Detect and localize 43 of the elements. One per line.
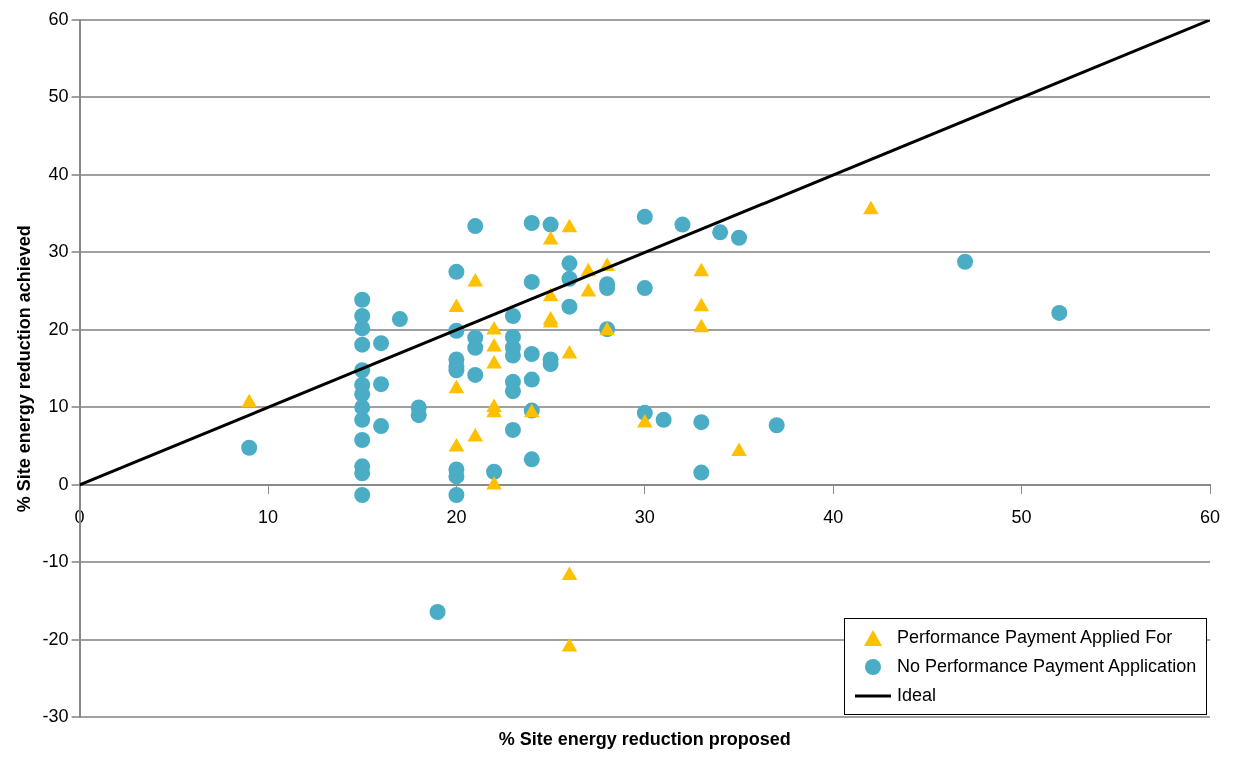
- y-tick-label: -10: [42, 551, 69, 572]
- y-axis-title: % Site energy reduction achieved: [13, 225, 34, 513]
- point: [693, 262, 710, 277]
- point: [486, 320, 502, 335]
- y-tick-label: 40: [48, 163, 69, 184]
- legend-label: Ideal: [897, 685, 937, 707]
- x-tick-label: 30: [634, 506, 655, 527]
- x-tick-label: 60: [1199, 506, 1221, 527]
- point: [693, 318, 710, 333]
- x-tick-label: 50: [1011, 506, 1032, 527]
- point: [448, 437, 465, 452]
- point: [863, 200, 879, 215]
- point: [580, 282, 597, 297]
- y-tick-label: 60: [48, 8, 69, 29]
- point: [486, 355, 502, 369]
- y-tick-label: -30: [42, 706, 69, 727]
- point: [561, 637, 578, 652]
- point: [467, 427, 484, 442]
- legend-label: Performance Payment Applied For: [897, 627, 1173, 649]
- x-tick-label: 20: [446, 506, 467, 527]
- point: [467, 272, 484, 287]
- point: [448, 298, 465, 312]
- y-tick-label: 50: [48, 86, 69, 107]
- point: [693, 297, 710, 312]
- y-tick-label: 10: [48, 396, 69, 417]
- point: [561, 566, 578, 581]
- point: [561, 344, 578, 359]
- point: [561, 218, 578, 233]
- y-tick-label: 20: [48, 318, 69, 339]
- point: [448, 379, 465, 394]
- point: [241, 393, 257, 408]
- point: [486, 338, 502, 352]
- legend-label: No Performance Payment Application: [897, 656, 1197, 678]
- point: [542, 231, 559, 245]
- point: [637, 413, 653, 428]
- point: [731, 442, 747, 457]
- y-tick-label: 30: [48, 241, 69, 262]
- x-tick-label: 10: [258, 506, 279, 527]
- point: [486, 475, 502, 490]
- x-axis-title: % Site energy reduction proposed: [498, 729, 791, 750]
- y-tick-label: -20: [42, 628, 69, 649]
- x-tick-label: 40: [823, 506, 844, 527]
- y-tick-label: 0: [58, 473, 69, 494]
